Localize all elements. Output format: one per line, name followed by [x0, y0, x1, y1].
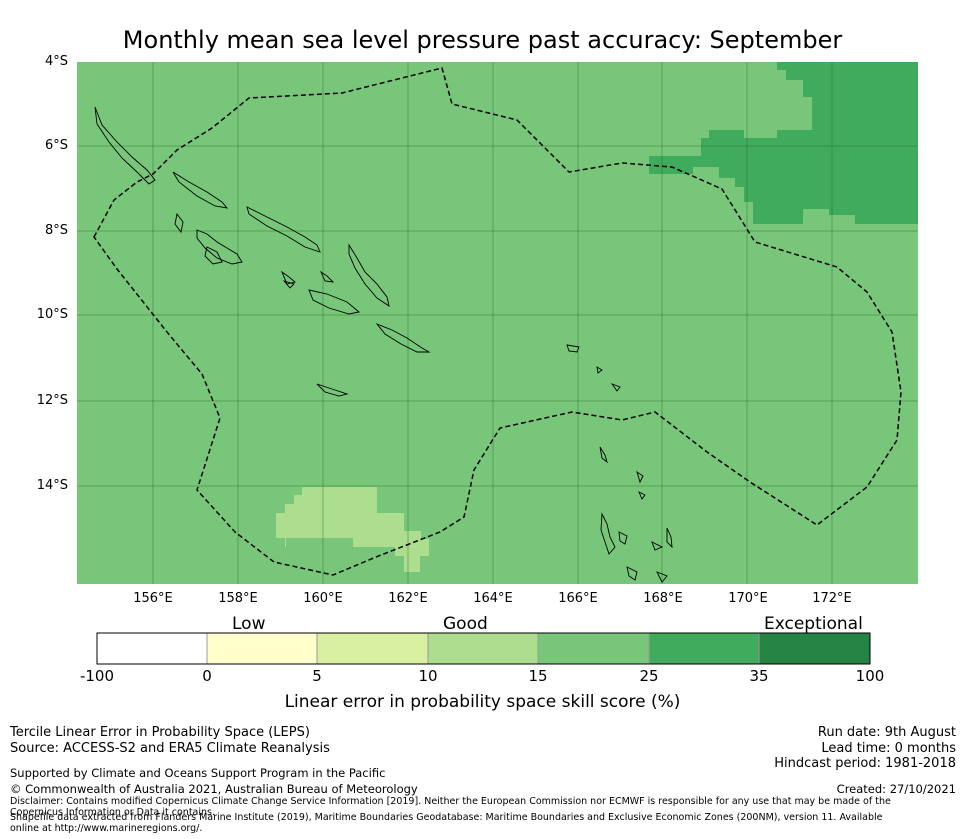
colorbar-tick-35: 35	[749, 667, 769, 685]
footer-copyright: © Commonwealth of Australia 2021, Austra…	[10, 782, 418, 796]
lon-label-164e: 164°E	[473, 591, 513, 606]
colorbar-swatch-4	[428, 633, 538, 664]
footer-disclaimer: Disclaimer: Contains modified Copernicus…	[10, 796, 891, 818]
lon-label-166e: 166°E	[558, 591, 598, 606]
lat-label-4s: 4°S	[44, 54, 68, 69]
skill-region-high	[649, 62, 918, 224]
coastlines	[94, 106, 673, 583]
colorbar-tick-25: 25	[639, 667, 659, 685]
colorbar-swatch-5	[538, 633, 649, 664]
colorbar-swatch-2	[207, 633, 317, 664]
footer-shapefile: Shapefile data extracted from Flanders M…	[10, 812, 883, 834]
skill-region-low	[276, 487, 429, 572]
lat-label-14s: 14°S	[36, 478, 68, 493]
colorbar-category-low: Low	[232, 614, 266, 634]
colorbar-tick-5: 5	[312, 667, 322, 685]
colorbar-tick-100: 100	[855, 667, 885, 685]
colorbar-tick-15: 15	[528, 667, 548, 685]
colorbar-swatch-6	[649, 633, 759, 664]
colorbar-title: Linear error in probability space skill …	[284, 692, 681, 712]
colorbar-tick-10: 10	[418, 667, 438, 685]
lon-label-160e: 160°E	[303, 591, 343, 606]
lat-label-6s: 6°S	[44, 138, 68, 153]
lat-label-12s: 12°S	[36, 393, 68, 408]
lon-label-170e: 170°E	[728, 591, 768, 606]
footer-source: Source: ACCESS-S2 and ERA5 Climate Reana…	[10, 741, 330, 756]
colorbar-category-exceptional: Exceptional	[764, 614, 863, 634]
lon-label-168e: 168°E	[643, 591, 683, 606]
map-canvas	[77, 62, 918, 584]
colorbar-category-good: Good	[443, 614, 488, 634]
lat-label-10s: 10°S	[36, 307, 68, 322]
eez-boundary	[93, 67, 902, 576]
colorbar-swatch-1	[97, 633, 207, 664]
graticule	[77, 62, 918, 584]
footer-leps: Tercile Linear Error in Probability Spac…	[10, 725, 310, 740]
colorbar-swatch-3	[317, 633, 428, 664]
colorbar	[96, 632, 871, 665]
footer-lead-time: Lead time: 0 months	[821, 741, 956, 756]
lon-label-156e: 156°E	[133, 591, 173, 606]
lon-label-158e: 158°E	[218, 591, 258, 606]
lat-label-8s: 8°S	[44, 223, 68, 238]
footer-support: Supported by Climate and Oceans Support …	[10, 766, 386, 780]
footer-created: Created: 27/10/2021	[836, 782, 956, 796]
page-title: Monthly mean sea level pressure past acc…	[122, 26, 843, 54]
colorbar-tick-neg100: -100	[79, 667, 115, 685]
lon-label-162e: 162°E	[388, 591, 428, 606]
colorbar-tick-0: 0	[202, 667, 212, 685]
colorbar-swatch-7	[759, 633, 870, 664]
footer-hindcast: Hindcast period: 1981-2018	[774, 756, 956, 771]
footer-run-date: Run date: 9th August	[817, 725, 956, 740]
lon-label-172e: 172°E	[812, 591, 852, 606]
